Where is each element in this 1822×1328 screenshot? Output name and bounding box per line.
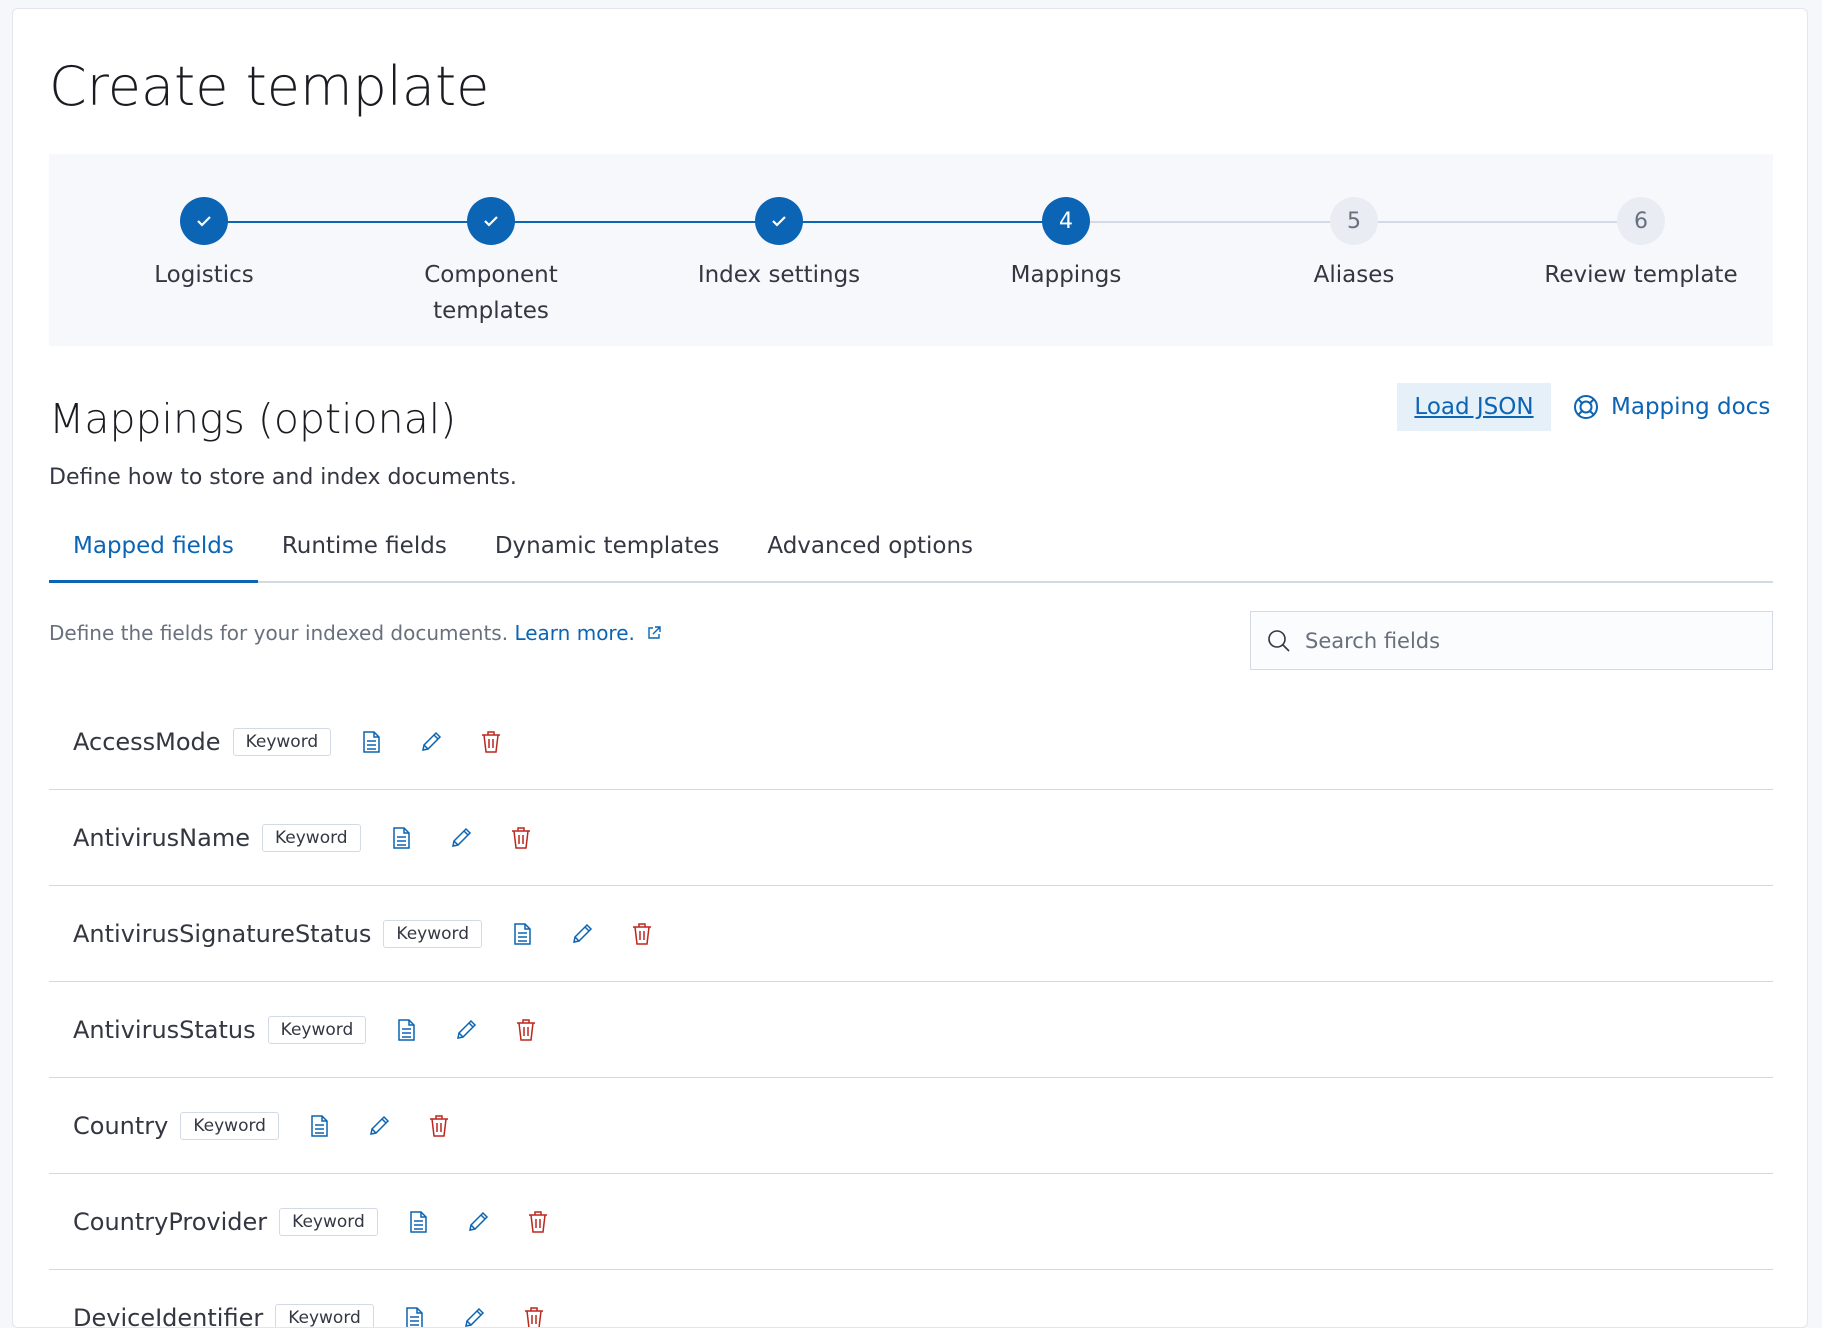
field-type-badge: Keyword — [383, 920, 482, 948]
trash-icon[interactable] — [509, 826, 533, 850]
mapping-docs-label: Mapping docs — [1611, 394, 1770, 420]
tab-advanced-options[interactable]: Advanced options — [743, 521, 997, 581]
field-row: AntivirusSignatureStatus Keyword — [49, 886, 1773, 982]
step-logistics[interactable]: Logistics — [74, 197, 334, 293]
learn-more-link[interactable]: Learn more. — [514, 621, 661, 645]
check-icon — [755, 197, 803, 245]
field-type-badge: Keyword — [268, 1016, 367, 1044]
edit-pencil-icon[interactable] — [570, 922, 594, 946]
field-row: AntivirusStatus Keyword — [49, 982, 1773, 1078]
fields-list: AccessMode Keyword AntivirusName Keyword… — [49, 694, 1773, 1328]
field-type-badge: Keyword — [233, 728, 332, 756]
field-name: AntivirusStatus — [73, 1016, 256, 1044]
tab-dynamic-templates[interactable]: Dynamic templates — [471, 521, 744, 581]
step-index-settings[interactable]: Index settings — [649, 197, 909, 293]
field-name: CountryProvider — [73, 1208, 267, 1236]
document-icon[interactable] — [394, 1018, 418, 1042]
step-number: 4 — [1042, 197, 1090, 245]
search-fields[interactable] — [1250, 611, 1773, 670]
edit-pencil-icon[interactable] — [454, 1018, 478, 1042]
document-icon[interactable] — [389, 826, 413, 850]
step-mappings[interactable]: 4 Mappings — [936, 197, 1196, 293]
document-icon[interactable] — [510, 922, 534, 946]
field-name: AccessMode — [73, 728, 221, 756]
step-review-template[interactable]: 6 Review template — [1511, 197, 1771, 293]
field-type-badge: Keyword — [279, 1208, 378, 1236]
lifebuoy-icon — [1573, 394, 1599, 420]
document-icon[interactable] — [406, 1210, 430, 1234]
trash-icon[interactable] — [522, 1306, 546, 1328]
field-type-badge: Keyword — [262, 824, 361, 852]
step-label: Component templates — [416, 257, 566, 329]
page-panel: Create template Logistics Component templ… — [12, 8, 1808, 1328]
tab-runtime-fields[interactable]: Runtime fields — [258, 521, 471, 581]
edit-pencil-icon[interactable] — [419, 730, 443, 754]
step-label: Logistics — [74, 257, 334, 293]
document-icon[interactable] — [307, 1114, 331, 1138]
edit-pencil-icon[interactable] — [367, 1114, 391, 1138]
field-row: CountryProvider Keyword — [49, 1174, 1773, 1270]
edit-pencil-icon[interactable] — [466, 1210, 490, 1234]
search-icon — [1267, 629, 1291, 653]
section-subtitle: Define how to store and index documents. — [49, 465, 517, 490]
trash-icon[interactable] — [479, 730, 503, 754]
field-type-badge: Keyword — [180, 1112, 279, 1140]
step-number: 5 — [1330, 197, 1378, 245]
field-name: DeviceIdentifier — [73, 1304, 263, 1328]
step-number: 6 — [1617, 197, 1665, 245]
step-component-templates[interactable]: Component templates — [361, 197, 621, 329]
edit-pencil-icon[interactable] — [449, 826, 473, 850]
external-link-icon — [647, 626, 661, 640]
trash-icon[interactable] — [630, 922, 654, 946]
trash-icon[interactable] — [526, 1210, 550, 1234]
field-name: AntivirusName — [73, 824, 250, 852]
step-aliases[interactable]: 5 Aliases — [1224, 197, 1484, 293]
document-icon[interactable] — [402, 1306, 426, 1328]
check-icon — [467, 197, 515, 245]
check-icon — [180, 197, 228, 245]
stepper: Logistics Component templates Index settin… — [49, 154, 1773, 346]
trash-icon[interactable] — [427, 1114, 451, 1138]
trash-icon[interactable] — [514, 1018, 538, 1042]
mapped-fields-description: Define the fields for your indexed docum… — [49, 621, 661, 645]
load-json-button[interactable]: Load JSON — [1397, 383, 1551, 431]
section-title: Mappings (optional) — [49, 395, 456, 443]
field-row: AntivirusName Keyword — [49, 790, 1773, 886]
step-label: Mappings — [936, 257, 1196, 293]
field-row: AccessMode Keyword — [49, 694, 1773, 790]
tabs: Mapped fields Runtime fields Dynamic tem… — [49, 521, 1773, 583]
field-row: DeviceIdentifier Keyword — [49, 1270, 1773, 1328]
step-label: Aliases — [1224, 257, 1484, 293]
tab-mapped-fields[interactable]: Mapped fields — [49, 521, 258, 583]
search-fields-input[interactable] — [1305, 629, 1725, 653]
field-row: Country Keyword — [49, 1078, 1773, 1174]
step-label: Index settings — [649, 257, 909, 293]
document-icon[interactable] — [359, 730, 383, 754]
description-text: Define the fields for your indexed docum… — [49, 621, 508, 645]
step-label: Review template — [1511, 257, 1771, 293]
edit-pencil-icon[interactable] — [462, 1306, 486, 1328]
field-type-badge: Keyword — [275, 1304, 374, 1328]
mapping-docs-link[interactable]: Mapping docs — [1573, 383, 1770, 431]
field-name: Country — [73, 1112, 168, 1140]
field-name: AntivirusSignatureStatus — [73, 920, 371, 948]
page-title: Create template — [49, 55, 489, 118]
